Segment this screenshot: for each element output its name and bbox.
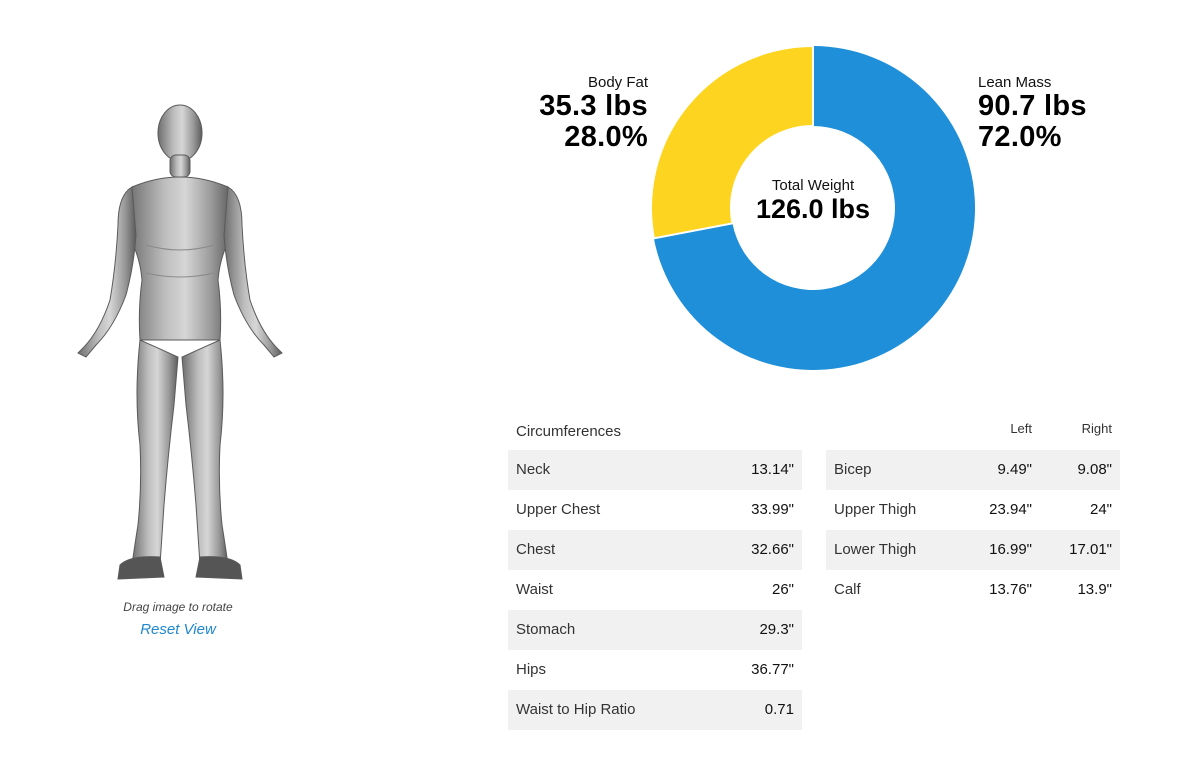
table-row: Chest 32.66" xyxy=(508,530,802,570)
table-row: Waist 26" xyxy=(508,570,802,610)
lean-mass-title: Lean Mass xyxy=(978,74,1052,91)
body-fat-title: Body Fat xyxy=(587,74,648,91)
table-row: Hips 36.77" xyxy=(508,650,802,690)
table-row: Calf 13.76" 13.9" xyxy=(826,570,1120,610)
table-row: Bicep 9.49" 9.08" xyxy=(826,450,1120,490)
measurement-name: Stomach xyxy=(516,621,576,638)
measurement-value: 29.3" xyxy=(759,621,794,638)
body-fat-weight: 35.3 lbs xyxy=(539,90,648,122)
body-fat-label: Body Fat 35.3 lbs 28.0% xyxy=(539,74,648,153)
circumferences-title: Circumferences xyxy=(516,423,622,440)
left-value: 13.76" xyxy=(989,581,1032,598)
measurement-name: Bicep xyxy=(834,461,872,478)
circumferences-header: Circumferences xyxy=(508,410,802,450)
body-fat-segment xyxy=(650,44,814,240)
right-value: 17.01" xyxy=(1069,541,1112,558)
measurement-name: Neck xyxy=(516,461,551,478)
left-value: 16.99" xyxy=(989,541,1032,558)
measurement-name: Upper Thigh xyxy=(834,501,917,518)
measurement-name: Chest xyxy=(516,541,556,558)
body-fat-percent: 28.0% xyxy=(564,121,648,153)
limb-measurements-table: Left Right Bicep 9.49" 9.08" Upper Thigh… xyxy=(826,410,1120,610)
reset-view-link[interactable]: Reset View xyxy=(140,621,216,638)
measurement-name: Lower Thigh xyxy=(834,541,917,558)
drag-hint: Drag image to rotate xyxy=(123,600,233,614)
lean-mass-label: Lean Mass 90.7 lbs 72.0% xyxy=(978,74,1087,153)
lean-mass-segment xyxy=(653,46,975,370)
measurement-value: 32.66" xyxy=(751,541,794,558)
lean-mass-weight: 90.7 lbs xyxy=(978,90,1087,122)
circumferences-table: Circumferences Neck 13.14" Upper Chest 3… xyxy=(508,410,802,730)
measurement-name: Hips xyxy=(516,661,547,678)
right-value: 9.08" xyxy=(1077,461,1112,478)
measurement-value: 33.99" xyxy=(751,501,794,518)
measurement-name: Calf xyxy=(834,581,861,598)
composition-donut xyxy=(650,44,975,370)
table-row: Neck 13.14" xyxy=(508,450,802,490)
table-row: Upper Chest 33.99" xyxy=(508,490,802,530)
limb-header: Left Right xyxy=(826,410,1120,450)
table-row: Stomach 29.3" xyxy=(508,610,802,650)
measurement-name: Waist to Hip Ratio xyxy=(516,701,636,718)
right-column-header: Right xyxy=(1081,421,1112,436)
measurement-name: Upper Chest xyxy=(516,501,601,518)
body-scan-model[interactable] xyxy=(70,95,290,590)
total-weight-value: 126.0 lbs xyxy=(755,194,871,224)
body-composition: Body Fat 35.3 lbs 28.0% Total Weight 126… xyxy=(500,40,1160,380)
measurement-value: 36.77" xyxy=(751,661,794,678)
table-row: Lower Thigh 16.99" 17.01" xyxy=(826,530,1120,570)
measurement-value: 26" xyxy=(771,581,794,598)
left-value: 23.94" xyxy=(989,501,1032,518)
right-value: 13.9" xyxy=(1077,581,1112,598)
total-weight: Total Weight 126.0 lbs xyxy=(648,177,978,225)
measurement-name: Waist xyxy=(516,581,553,598)
measurement-value: 0.71 xyxy=(764,701,794,718)
table-row: Waist to Hip Ratio 0.71 xyxy=(508,690,802,730)
body-scan-viewer: Drag image to rotate Reset View xyxy=(40,95,320,655)
measurement-value: 13.14" xyxy=(751,461,794,478)
total-weight-label: Total Weight xyxy=(771,177,855,194)
right-value: 24" xyxy=(1089,501,1112,518)
left-column-header: Left xyxy=(1010,421,1032,436)
lean-mass-percent: 72.0% xyxy=(978,121,1062,153)
table-row: Upper Thigh 23.94" 24" xyxy=(826,490,1120,530)
left-value: 9.49" xyxy=(997,461,1032,478)
